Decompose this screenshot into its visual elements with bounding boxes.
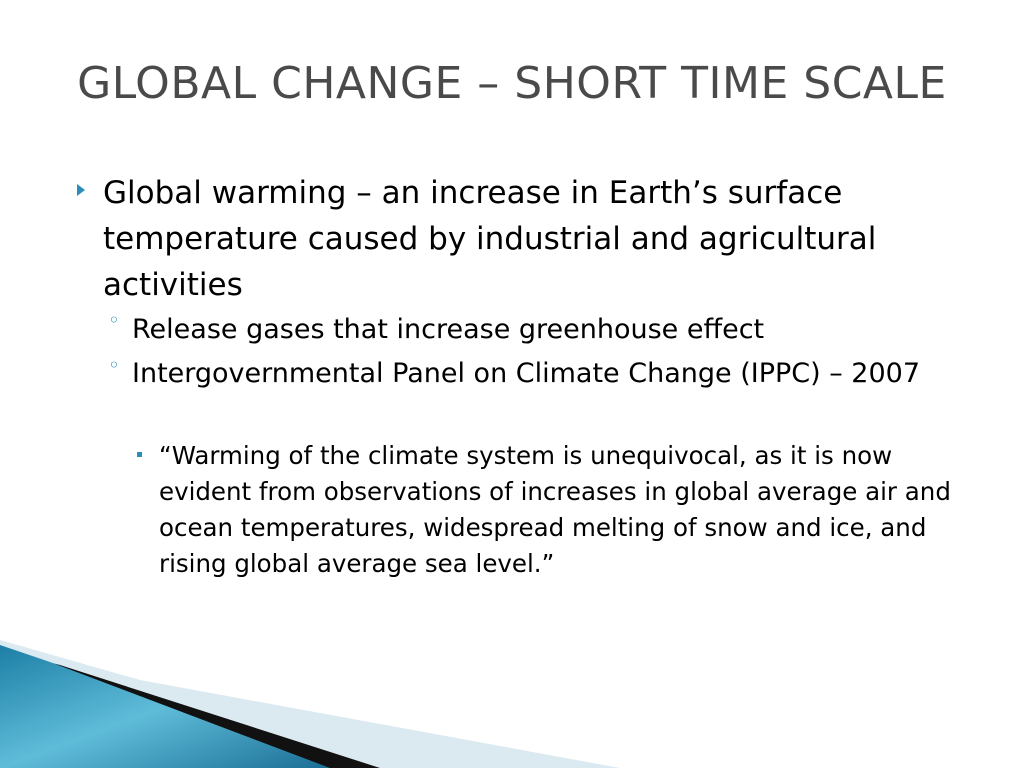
bullet-circle: ◦ (108, 308, 120, 332)
bullet-circle: ◦ (108, 353, 120, 377)
quote: “Warming of the climate system is unequi… (159, 441, 951, 578)
decoration (0, 640, 620, 768)
slide-title: GLOBAL CHANGE – SHORT TIME SCALE (77, 58, 947, 109)
bullet-square (137, 452, 142, 457)
sub-bullet: Intergovernmental Panel on Climate Chang… (132, 358, 921, 389)
bullet-arrow (77, 184, 85, 196)
bullet: Global warming – an increase in Earth’s … (103, 175, 877, 303)
sub-bullet: Release gases that increase greenhouse e… (132, 314, 765, 345)
